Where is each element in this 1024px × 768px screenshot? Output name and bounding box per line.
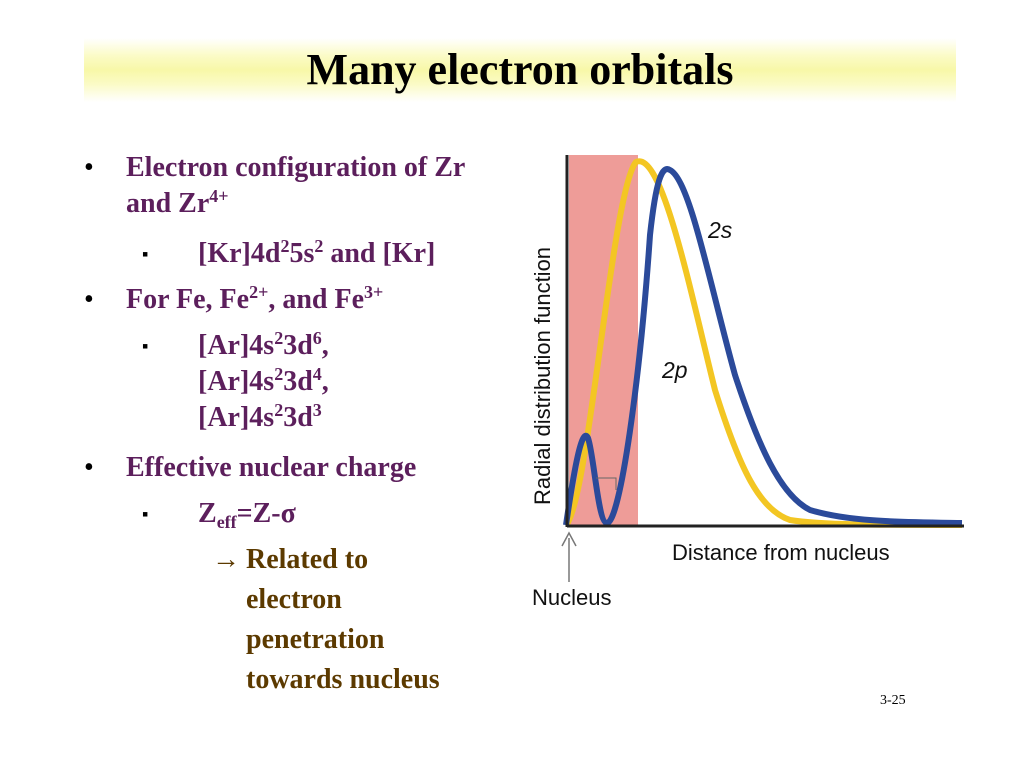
bullet-zeff-text: Effective nuclear charge [126,452,417,483]
fe-config-part: [Ar]4s [198,402,275,433]
bullet-zeff: • Effective nuclear charge [84,450,514,486]
fe-config-part: , [321,330,329,361]
related-line: electron [246,584,342,615]
y-axis-label: Radial distribution function [530,247,555,505]
sub-bullet-marker: ▪ [142,244,149,264]
label-2s: 2s [707,217,733,243]
fe-config-part: 3d [283,366,313,397]
sub-bullet-marker: ▪ [142,504,149,524]
zr-config-sup: 2 [280,236,290,256]
related-line: penetration [246,624,385,655]
sub-bullet-fe-config: ▪ [Ar]4s23d6, [Ar]4s23d4, [Ar]4s23d3 [84,328,514,436]
zr-config-sup: 2 [314,236,324,256]
sub-bullet-zeff-formula: ▪ Zeff=Z-σ [84,496,514,532]
fe-config-part: 3d [283,402,313,433]
bullet-zr: • Electron configuration of Zr and Zr4+ [84,150,514,222]
zeff-symbol: Z [198,498,217,529]
bullet-zr-text: Electron configuration of Zr and Zr [126,152,465,219]
fe-config-sup: 4 [312,364,322,384]
zr-config-part: and [Kr] [323,238,436,269]
nucleus-label: Nucleus [532,585,611,610]
fe-charge: 3+ [364,282,384,302]
fe-config-sup: 2 [274,364,284,384]
zr-config-part: 5s [289,238,315,269]
fe-config-part: [Ar]4s [198,330,275,361]
fe-config-sup: 3 [312,400,322,420]
related-line: Related to [246,544,369,575]
fe-config-part: , [321,366,329,397]
bullet-list: • Electron configuration of Zr and Zr4+ … [84,150,514,700]
curve-2s [563,166,963,526]
zeff-subscript: eff [216,512,237,532]
bullet-marker: • [84,452,94,483]
x-axis-label: Distance from nucleus [672,540,890,565]
page-number: 3-25 [880,693,906,708]
fe-config-line: [Ar]4s23d3 [198,400,514,436]
fe-config-sup: 6 [312,328,322,348]
related-line: towards nucleus [246,664,440,695]
bullet-marker: • [84,284,94,315]
bullet-marker: • [84,152,94,183]
ruler-tick [596,477,617,490]
nucleus-arrowhead [561,531,577,547]
curve-2p [563,158,963,528]
bullet-fe: • For Fe, Fe2+, and Fe3+ [84,282,514,318]
fe-charge: 2+ [249,282,269,302]
fe-config-line: [Ar]4s23d4, [198,364,514,400]
zr-config-part: [Kr]4d [198,238,281,269]
fe-config-line: [Ar]4s23d6, [198,328,514,364]
penetration-shade [569,155,638,527]
label-2p: 2p [661,357,688,383]
zeff-formula-rest: =Z-σ [236,498,296,529]
slide-title: Many electron orbitals [306,45,734,94]
fe-config-part: [Ar]4s [198,366,275,397]
fe-text: For Fe, Fe [126,284,250,315]
related-note: → Related to electron penetration toward… [212,540,514,700]
zr-charge: 4+ [209,186,229,206]
fe-config-part: 3d [283,330,313,361]
right-arrow-icon: → [212,544,240,575]
fe-config-sup: 2 [274,400,284,420]
sub-bullet-zr-config: ▪ [Kr]4d25s2 and [Kr] [84,236,514,272]
sub-bullet-marker: ▪ [142,336,149,356]
fe-config-sup: 2 [274,328,284,348]
fe-text: , and Fe [268,284,365,315]
title-band [84,38,956,102]
